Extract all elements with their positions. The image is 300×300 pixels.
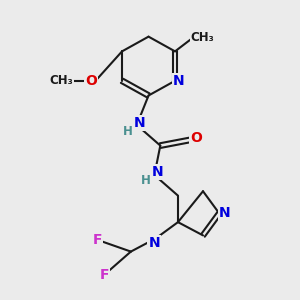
- Text: N: N: [152, 165, 164, 179]
- Text: N: N: [148, 236, 160, 250]
- Text: CH₃: CH₃: [49, 74, 73, 87]
- Text: H: H: [141, 174, 151, 187]
- Text: F: F: [92, 233, 102, 247]
- Text: N: N: [173, 74, 184, 88]
- Text: H: H: [122, 125, 132, 138]
- Text: F: F: [100, 268, 109, 282]
- Text: CH₃: CH₃: [190, 31, 214, 44]
- Text: O: O: [190, 131, 202, 145]
- Text: N: N: [134, 116, 146, 130]
- Text: N: N: [219, 206, 230, 220]
- Text: O: O: [85, 74, 97, 88]
